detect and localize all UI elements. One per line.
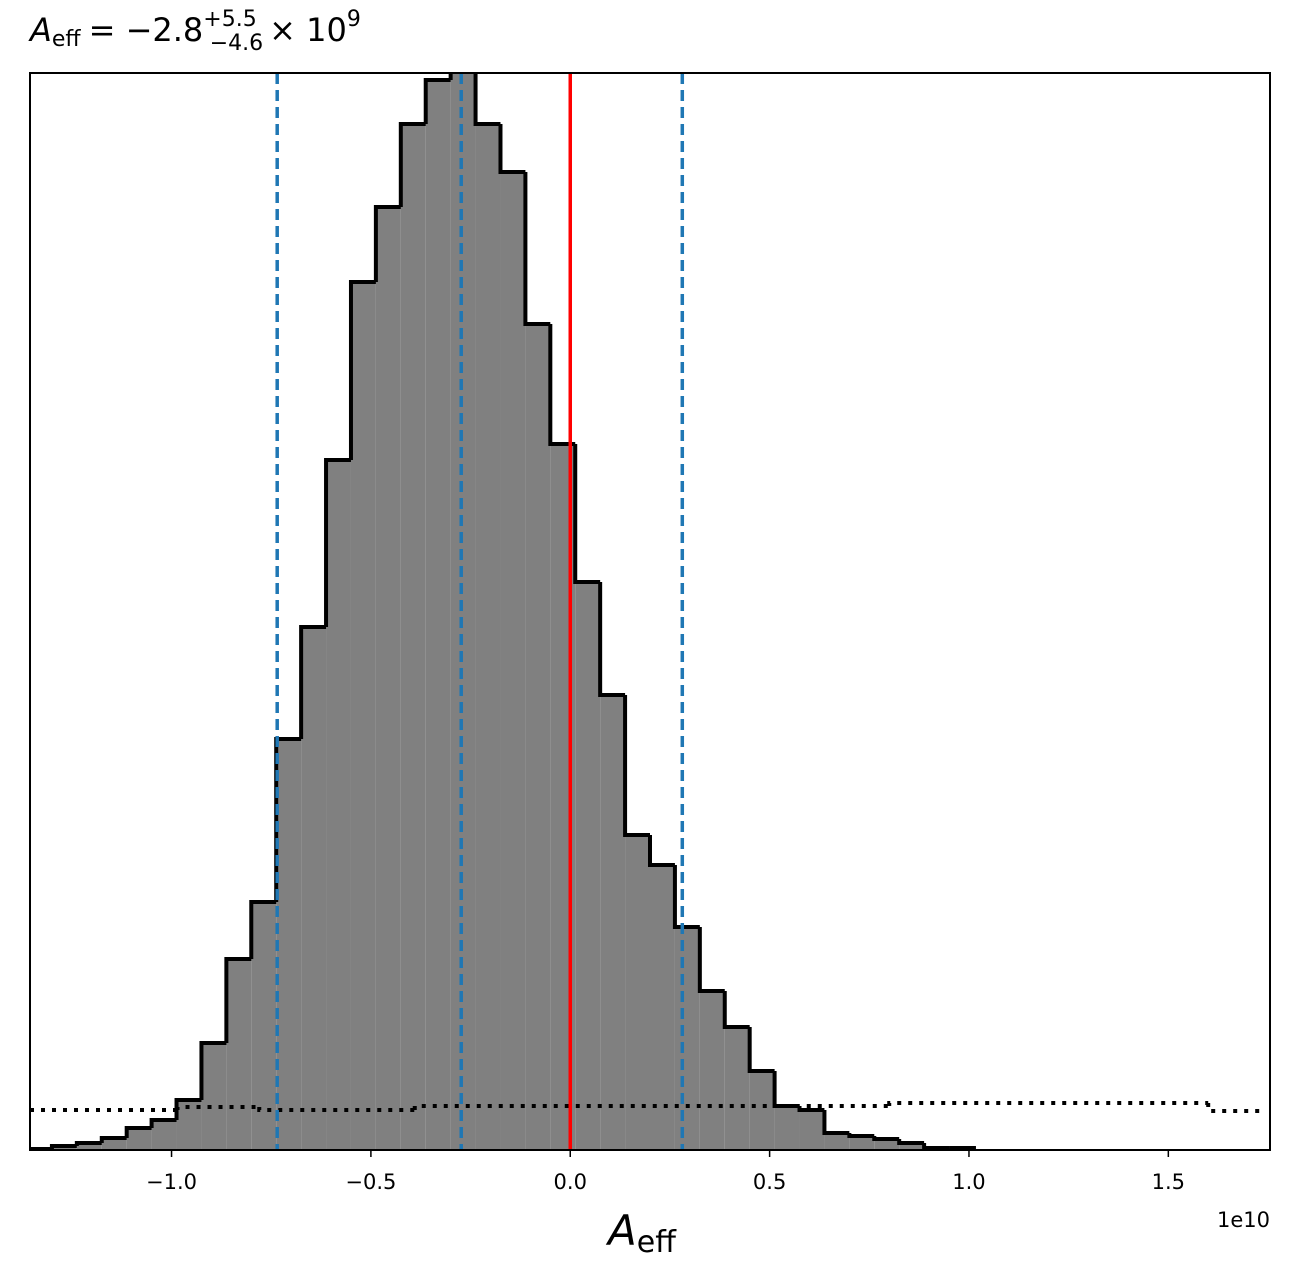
histogram-step: [257, 1107, 415, 1112]
histogram-step: [672, 865, 700, 929]
histogram-step: [822, 1110, 850, 1135]
title-symbol: A: [28, 11, 52, 49]
histogram-step: [175, 1105, 260, 1110]
histogram-bar: [824, 1133, 850, 1150]
title-text: = −2.8: [89, 11, 204, 49]
histogram-step: [473, 73, 501, 126]
histogram-step: [174, 1098, 202, 1120]
histogram-step: [887, 1101, 1209, 1106]
histogram-step: [324, 458, 351, 627]
title-subscript: eff: [52, 27, 82, 52]
histogram-bar: [749, 1071, 775, 1150]
histogram-step: [412, 1104, 890, 1110]
histogram-step: [1206, 1103, 1261, 1113]
x-tick-label: 1.5: [1152, 1170, 1185, 1194]
histogram-bar: [774, 1106, 800, 1150]
histogram-bar: [251, 902, 277, 1150]
histogram-bar: [799, 1110, 825, 1150]
xlabel-symbol: A: [605, 1206, 637, 1255]
title-lower: −4.6: [210, 31, 263, 56]
histogram-step: [922, 1143, 950, 1150]
histogram-step: [99, 1136, 127, 1143]
chart-title: Aeff = −2.8+5.5 −4.6 × 109: [28, 7, 361, 56]
title-upper: +5.5: [203, 7, 256, 32]
x-axis-label: Aeff: [605, 1206, 677, 1260]
histogram-bar: [575, 582, 601, 1150]
plot-area: [30, 73, 1261, 1150]
histogram-bar: [874, 1139, 900, 1150]
x-tick-label: −1.0: [146, 1170, 197, 1194]
histogram-step: [149, 1118, 177, 1128]
histogram-step: [299, 625, 327, 739]
histogram-bar: [724, 1027, 750, 1150]
x-tick-label: −0.5: [345, 1170, 396, 1194]
histogram-bar: [475, 124, 501, 1150]
histogram-step: [573, 444, 601, 584]
histogram-step: [373, 205, 401, 282]
histogram-bar: [425, 80, 451, 1150]
histogram-bar: [151, 1120, 177, 1150]
histogram-bar: [101, 1138, 127, 1150]
histogram-bar: [450, 73, 476, 1150]
x-tick-label: 0.0: [554, 1170, 587, 1194]
histogram-step: [697, 927, 725, 993]
histogram-bar: [76, 1143, 102, 1150]
x-tick-label: 1.0: [952, 1170, 985, 1194]
histogram-step: [598, 582, 626, 697]
histogram-step: [199, 1041, 227, 1100]
histogram-step: [498, 124, 526, 174]
histogram-step: [348, 280, 376, 460]
title-rest: × 10: [269, 11, 347, 49]
histogram-step: [398, 122, 426, 207]
histogram-bar: [650, 865, 675, 1150]
histogram-bar: [326, 460, 351, 1150]
title-exponent: 9: [347, 7, 361, 32]
histogram-bar: [849, 1136, 875, 1150]
histogram-bar: [674, 927, 700, 1150]
histogram-step: [124, 1126, 152, 1138]
histogram-step: [224, 957, 252, 1043]
histogram-step: [523, 172, 551, 326]
histogram-bar: [126, 1128, 152, 1150]
histogram-step: [448, 73, 453, 80]
histogram-step: [847, 1133, 875, 1138]
histogram-bar: [226, 959, 252, 1150]
histogram-bar: [899, 1143, 925, 1150]
offset-text: 1e10: [1217, 1208, 1270, 1232]
histogram-step: [49, 1144, 77, 1149]
histogram-bar: [625, 835, 650, 1150]
histogram-bar: [600, 695, 626, 1150]
histogram-step: [772, 1071, 800, 1108]
histogram-bar: [201, 1043, 227, 1150]
x-tick-label: 0.5: [753, 1170, 786, 1194]
histogram-step: [423, 78, 451, 124]
histogram-bar: [699, 991, 725, 1150]
histogram-step: [897, 1139, 925, 1145]
histogram-bar: [525, 324, 551, 1150]
histogram-step: [548, 324, 576, 446]
histogram-step: [722, 991, 750, 1029]
histogram-step: [747, 1027, 775, 1073]
histogram-bar: [400, 124, 426, 1150]
histogram-bar: [375, 207, 401, 1150]
histogram-bar: [350, 282, 376, 1150]
histogram-bar: [301, 627, 327, 1150]
histogram-bar: [500, 172, 526, 1150]
histogram-step: [74, 1141, 102, 1146]
histogram-step: [872, 1136, 900, 1141]
histogram-step: [648, 835, 675, 867]
histogram-bar: [276, 739, 302, 1150]
xlabel-subscript: eff: [637, 1225, 677, 1260]
plot-frame: [29, 72, 1271, 1151]
histogram-step: [623, 695, 650, 837]
histogram-step: [249, 900, 277, 959]
